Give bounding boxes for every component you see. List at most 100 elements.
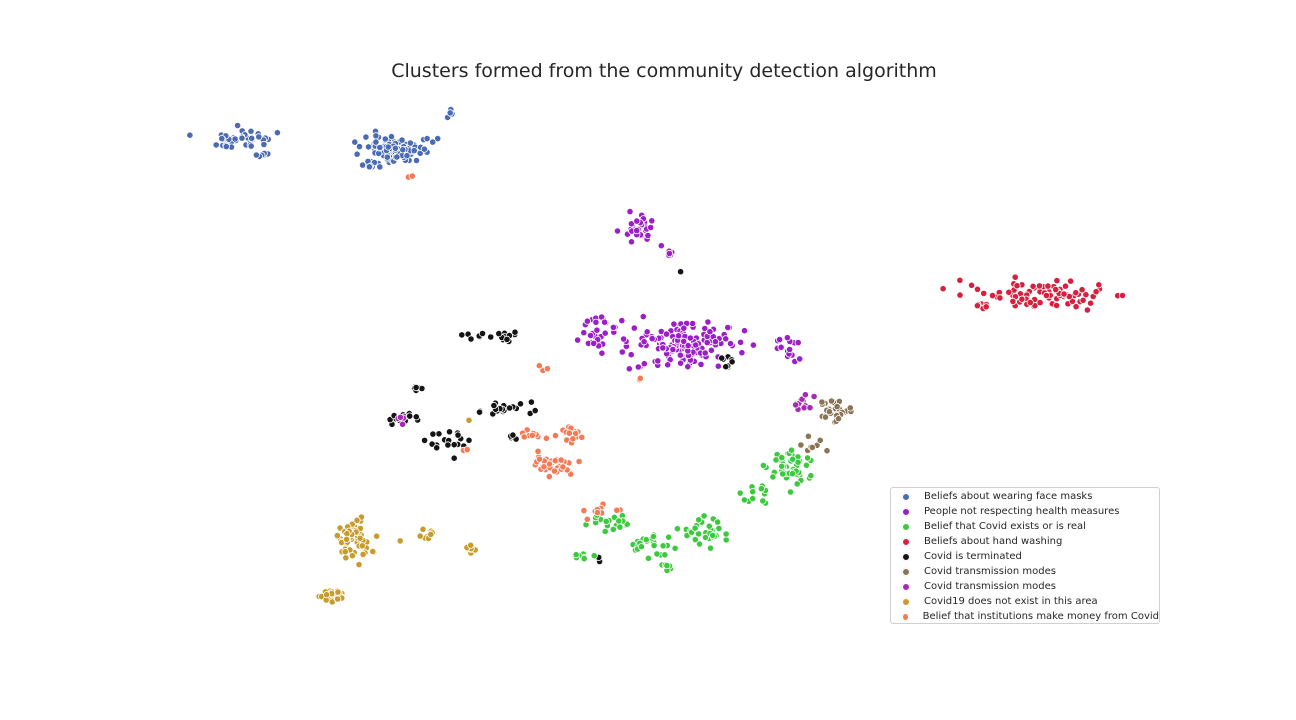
scatter-point <box>433 444 441 452</box>
scatter-point <box>580 506 588 515</box>
scatter-point <box>602 517 610 526</box>
scatter-point <box>793 480 801 488</box>
scatter-point <box>351 138 359 146</box>
scatter-point <box>833 402 841 411</box>
scatter-point <box>406 139 414 147</box>
scatter-point <box>186 131 194 139</box>
scatter-point <box>218 135 226 143</box>
scatter-point <box>1082 291 1090 299</box>
scatter-point <box>1035 282 1044 290</box>
scatter-point <box>573 336 582 344</box>
scatter-point <box>713 518 722 526</box>
scatter-point <box>398 136 406 144</box>
legend-label: Covid transmission modes <box>924 566 1056 577</box>
scatter-point <box>434 135 442 143</box>
scatter-point <box>634 363 642 371</box>
scatter-point <box>583 317 592 325</box>
scatter-point <box>694 530 703 538</box>
scatter-point <box>609 323 618 331</box>
scatter-point <box>362 133 370 141</box>
scatter-point <box>531 406 539 415</box>
scatter-point <box>600 318 609 326</box>
scatter-point <box>1005 288 1013 296</box>
legend-swatch <box>902 552 910 561</box>
scatter-point <box>684 341 692 350</box>
scatter-point <box>247 127 255 135</box>
scatter-point <box>1042 291 1051 300</box>
scatter-point <box>669 345 677 354</box>
scatter-point <box>785 345 794 354</box>
scatter-point <box>703 338 711 347</box>
scatter-point <box>973 285 982 293</box>
scatter-point <box>372 132 380 140</box>
scatter-point <box>516 400 525 408</box>
scatter-point <box>356 534 364 542</box>
scatter-point <box>535 455 544 463</box>
legend-swatch <box>902 597 910 606</box>
scatter-point <box>796 355 804 363</box>
scatter-point <box>353 150 361 158</box>
scatter-point <box>565 429 573 437</box>
scatter-point <box>444 441 452 449</box>
scatter-point <box>416 532 424 540</box>
scatter-point <box>490 401 498 410</box>
scatter-point <box>509 431 517 439</box>
scatter-point <box>260 140 268 149</box>
legend: Beliefs about wearing face masks People … <box>890 487 1160 624</box>
scatter-point <box>846 404 854 412</box>
scatter-point <box>670 320 678 328</box>
scatter-point <box>650 541 658 550</box>
scatter-point <box>334 588 342 596</box>
scatter-point <box>704 318 712 326</box>
scatter-point <box>619 335 628 343</box>
scatter-point <box>816 436 824 444</box>
scatter-point <box>403 152 411 160</box>
scatter-point <box>273 129 281 137</box>
scatter-point <box>722 335 730 343</box>
scatter-point <box>722 363 730 371</box>
scatter-point <box>680 324 688 332</box>
scatter-point <box>580 329 588 337</box>
scatter-point <box>353 516 361 524</box>
scatter-point <box>598 349 606 357</box>
scatter-point <box>654 357 662 365</box>
scatter-point <box>528 431 536 439</box>
scatter-point <box>613 506 621 514</box>
scatter-point <box>348 552 356 560</box>
scatter-point <box>495 329 503 338</box>
scatter-point <box>662 330 671 338</box>
scatter-point <box>487 333 495 341</box>
scatter-point <box>580 555 588 563</box>
legend-swatch <box>902 567 910 576</box>
scatter-point <box>1018 295 1026 303</box>
scatter-point <box>973 302 982 310</box>
scatter-point <box>572 551 580 559</box>
scatter-point <box>376 163 384 171</box>
scatter-point <box>794 458 802 466</box>
scatter-point <box>834 415 843 423</box>
scatter-point <box>757 485 766 493</box>
scatter-point <box>967 281 976 289</box>
scatter-point <box>342 554 350 562</box>
scatter-point <box>1009 297 1017 305</box>
scatter-point <box>355 560 363 569</box>
scatter-point <box>709 531 717 540</box>
scatter-point <box>636 374 644 382</box>
scatter-point <box>794 338 802 347</box>
scatter-point <box>418 384 426 393</box>
scatter-point <box>736 489 744 497</box>
scatter-point <box>637 543 646 551</box>
scatter-point <box>783 334 792 342</box>
scatter-point <box>355 143 364 151</box>
scatter-point <box>738 349 746 357</box>
scatter-point <box>664 361 672 369</box>
scatter-point <box>803 454 812 462</box>
scatter-point <box>722 536 730 544</box>
scatter-point <box>788 470 797 478</box>
scatter-point <box>1060 290 1068 298</box>
scatter-point <box>648 217 656 225</box>
scatter-point <box>988 291 997 300</box>
scatter-point <box>1087 299 1095 307</box>
scatter-point <box>618 316 626 325</box>
scatter-point <box>1083 306 1092 314</box>
